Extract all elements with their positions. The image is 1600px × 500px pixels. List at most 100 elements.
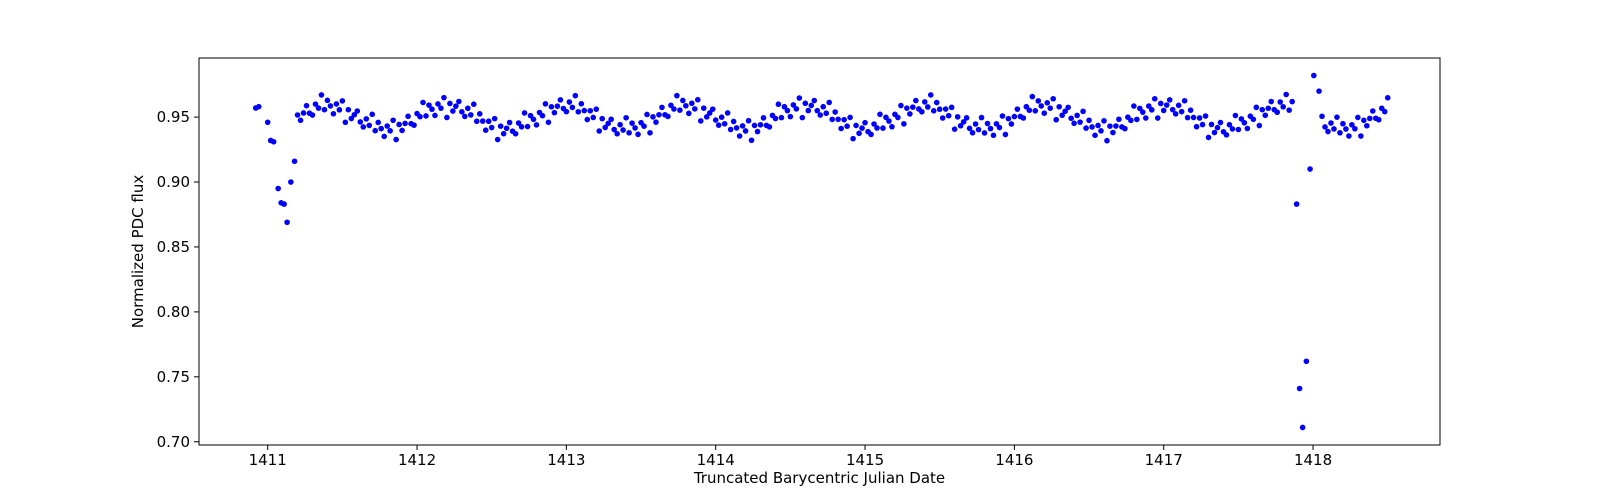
data-point: [877, 111, 883, 118]
data-point: [975, 126, 982, 133]
data-point: [700, 105, 707, 111]
data-point: [978, 114, 985, 121]
data-point: [506, 119, 513, 126]
data-point: [548, 103, 555, 110]
data-point: [808, 102, 815, 109]
data-point: [1122, 125, 1128, 132]
data-point: [432, 112, 438, 119]
data-point: [772, 115, 779, 122]
data-point: [1202, 113, 1209, 119]
data-point: [939, 115, 946, 121]
data-point: [748, 137, 755, 144]
data-point: [563, 108, 570, 115]
data-point: [626, 129, 632, 136]
data-point: [1205, 134, 1212, 141]
data-point: [730, 118, 737, 125]
data-point: [420, 99, 426, 106]
data-point: [294, 112, 301, 118]
data-point: [1328, 120, 1334, 126]
data-point: [482, 127, 489, 133]
data-point: [1307, 166, 1313, 172]
data-point: [1364, 122, 1370, 129]
data-point: [438, 105, 444, 111]
data-point: [1056, 103, 1062, 110]
data-point: [811, 97, 818, 104]
data-point: [703, 114, 710, 120]
y-tick-label: 0.85: [157, 238, 190, 256]
data-point: [1340, 120, 1346, 127]
data-point: [951, 126, 958, 132]
data-point: [1214, 124, 1221, 131]
data-point: [924, 104, 931, 110]
data-point: [303, 102, 310, 109]
data-point: [291, 158, 298, 165]
data-point: [1355, 114, 1361, 121]
data-point: [933, 99, 940, 106]
data-point: [488, 124, 495, 131]
data-point: [754, 128, 761, 135]
data-point: [775, 101, 782, 108]
data-point: [366, 122, 373, 129]
data-point: [954, 114, 961, 120]
data-point: [1346, 133, 1352, 139]
data-point: [1190, 114, 1197, 121]
data-point: [784, 107, 791, 114]
data-point: [1229, 126, 1236, 132]
data-point: [1002, 131, 1009, 138]
data-point: [1286, 107, 1292, 113]
data-point: [411, 122, 417, 128]
data-point: [518, 123, 525, 130]
data-point: [521, 110, 528, 116]
data-point: [921, 99, 928, 105]
data-point: [381, 133, 387, 140]
x-axis-label: Truncated Barycentric Julian Date: [693, 469, 945, 487]
data-point: [904, 105, 910, 111]
data-point: [590, 114, 597, 121]
data-point: [919, 108, 925, 115]
data-point: [1325, 128, 1331, 135]
data-point: [330, 110, 337, 117]
data-point: [342, 119, 349, 126]
data-point: [1296, 385, 1303, 392]
data-point: [1092, 132, 1098, 139]
data-point: [569, 104, 576, 111]
data-point: [706, 110, 713, 116]
data-point: [868, 131, 874, 138]
data-point: [715, 122, 722, 128]
data-point: [1032, 108, 1039, 114]
data-point: [1137, 105, 1143, 112]
data-point: [957, 122, 964, 129]
data-point: [1370, 108, 1376, 114]
data-point: [444, 114, 450, 121]
data-point: [456, 98, 462, 105]
data-point: [844, 123, 850, 129]
data-point: [533, 122, 540, 128]
data-point: [1289, 98, 1295, 105]
data-point: [1199, 121, 1206, 128]
data-point: [281, 201, 287, 207]
data-point: [596, 128, 603, 134]
data-point: [1274, 109, 1281, 116]
data-point: [659, 104, 665, 111]
data-point: [739, 123, 746, 129]
data-point: [1277, 99, 1284, 105]
data-point: [910, 104, 916, 110]
data-point: [853, 122, 859, 129]
data-point: [324, 97, 331, 104]
data-point: [999, 113, 1006, 119]
data-point: [288, 179, 294, 185]
data-point: [1265, 105, 1272, 112]
data-point: [966, 125, 973, 132]
data-point: [823, 110, 830, 117]
data-point: [886, 118, 892, 124]
data-point: [656, 111, 662, 118]
data-point: [1169, 106, 1176, 113]
data-point: [1367, 115, 1373, 122]
data-point: [742, 128, 749, 134]
data-point: [814, 107, 821, 114]
data-point: [1262, 112, 1269, 119]
y-tick-label: 0.95: [157, 108, 190, 126]
data-point: [996, 124, 1003, 131]
data-point: [399, 127, 405, 134]
